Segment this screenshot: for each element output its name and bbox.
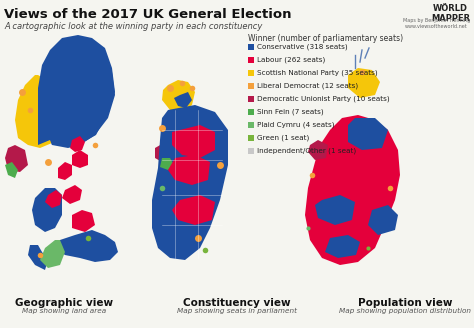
Bar <box>248 96 254 102</box>
Bar <box>248 70 254 76</box>
Polygon shape <box>50 58 110 145</box>
Text: A cartographic look at the winning party in each constituency: A cartographic look at the winning party… <box>4 22 263 31</box>
Text: Geographic view: Geographic view <box>15 298 113 308</box>
Polygon shape <box>70 136 85 152</box>
Polygon shape <box>15 75 62 148</box>
Polygon shape <box>172 195 215 225</box>
Bar <box>248 122 254 128</box>
Text: Map showing land area: Map showing land area <box>22 308 106 314</box>
Text: Scottish National Party (35 seats): Scottish National Party (35 seats) <box>257 70 378 76</box>
Bar <box>248 135 254 141</box>
Polygon shape <box>348 118 388 150</box>
Polygon shape <box>42 122 55 140</box>
Text: Population view: Population view <box>358 298 453 308</box>
Text: WÖRLD
MAPPER: WÖRLD MAPPER <box>431 4 470 23</box>
Text: Map showing seats in parliament: Map showing seats in parliament <box>177 308 297 314</box>
Text: Maps by Benjamin Henning
www.viewsoftheworld.net: Maps by Benjamin Henning www.viewsofthew… <box>403 18 470 29</box>
Bar <box>248 83 254 89</box>
Text: Democratic Unionist Party (10 seats): Democratic Unionist Party (10 seats) <box>257 96 390 102</box>
Polygon shape <box>58 162 72 180</box>
Text: Liberal Democrat (12 seats): Liberal Democrat (12 seats) <box>257 83 358 89</box>
Polygon shape <box>160 158 174 170</box>
Bar <box>248 57 254 63</box>
Polygon shape <box>168 155 210 185</box>
Polygon shape <box>152 105 228 260</box>
Text: Constituency view: Constituency view <box>183 298 291 308</box>
Polygon shape <box>315 195 355 225</box>
Polygon shape <box>38 105 46 118</box>
Polygon shape <box>45 190 62 208</box>
Polygon shape <box>45 42 115 148</box>
Polygon shape <box>172 125 215 158</box>
Text: Map showing population distribution: Map showing population distribution <box>339 308 471 314</box>
Polygon shape <box>305 115 400 265</box>
Polygon shape <box>38 35 115 145</box>
Text: Sinn Fein (7 seats): Sinn Fein (7 seats) <box>257 109 324 115</box>
Bar <box>248 148 254 154</box>
Polygon shape <box>5 162 18 178</box>
Polygon shape <box>40 240 65 268</box>
Polygon shape <box>325 235 360 258</box>
Bar <box>248 44 254 50</box>
Text: Conservative (318 seats): Conservative (318 seats) <box>257 44 347 50</box>
Polygon shape <box>368 205 398 235</box>
Text: Labour (262 seats): Labour (262 seats) <box>257 57 325 63</box>
Polygon shape <box>72 210 95 232</box>
Polygon shape <box>28 245 48 270</box>
Polygon shape <box>155 144 170 162</box>
Polygon shape <box>55 230 118 262</box>
Bar <box>248 109 254 115</box>
Polygon shape <box>174 92 192 108</box>
Polygon shape <box>308 140 328 160</box>
Polygon shape <box>32 188 62 232</box>
Text: Green (1 seat): Green (1 seat) <box>257 135 309 141</box>
Polygon shape <box>348 68 380 98</box>
Polygon shape <box>162 80 195 112</box>
Polygon shape <box>62 185 82 204</box>
Polygon shape <box>72 150 88 168</box>
Text: Winner (number of parliamentary seats): Winner (number of parliamentary seats) <box>248 34 403 43</box>
Text: Independent/Other (1 seat): Independent/Other (1 seat) <box>257 148 356 154</box>
Text: Plaid Cymru (4 seats): Plaid Cymru (4 seats) <box>257 122 335 128</box>
Polygon shape <box>5 145 28 172</box>
Text: Views of the 2017 UK General Election: Views of the 2017 UK General Election <box>4 8 292 21</box>
